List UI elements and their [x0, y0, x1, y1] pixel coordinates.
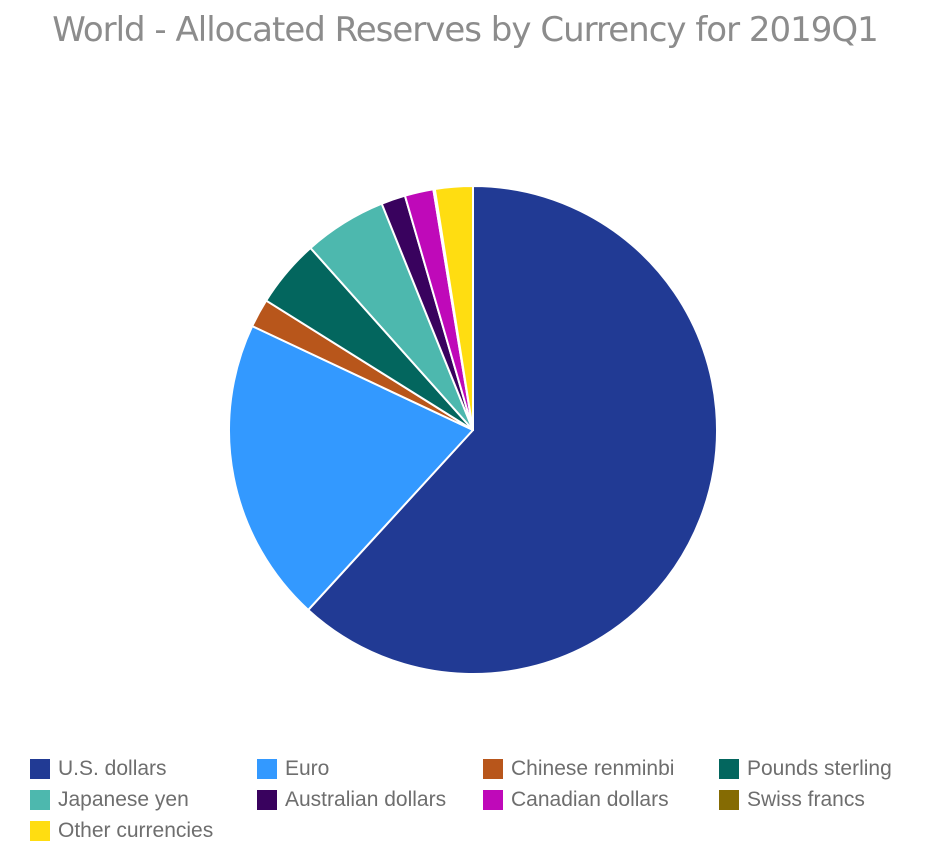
legend-label: Other currencies	[58, 819, 214, 842]
legend-label: Canadian dollars	[511, 788, 669, 811]
legend-item[interactable]: Other currencies	[30, 816, 213, 846]
legend-swatch	[719, 790, 739, 810]
legend-item[interactable]: Euro	[257, 754, 329, 784]
legend-item[interactable]: U.S. dollars	[30, 754, 167, 784]
legend-swatch	[30, 821, 50, 841]
legend-item[interactable]: Swiss francs	[719, 785, 865, 815]
pie-chart	[228, 185, 718, 675]
chart-title: World - Allocated Reserves by Currency f…	[52, 10, 879, 50]
legend-label: Pounds sterling	[747, 757, 892, 780]
legend-item[interactable]: Pounds sterling	[719, 754, 892, 784]
legend-swatch	[719, 759, 739, 779]
legend-item[interactable]: Australian dollars	[257, 785, 446, 815]
legend-label: Australian dollars	[285, 788, 447, 811]
legend-swatch	[483, 759, 503, 779]
legend-item[interactable]: Japanese yen	[30, 785, 189, 815]
pie-slice-other-currencies	[433, 185, 474, 431]
legend-label: Japanese yen	[58, 788, 189, 811]
legend-label: Swiss francs	[747, 788, 865, 811]
legend-item[interactable]: Chinese renminbi	[483, 754, 674, 784]
legend-item[interactable]: Canadian dollars	[483, 785, 669, 815]
legend-label: U.S. dollars	[58, 757, 167, 780]
pie-slice-euro	[228, 325, 474, 611]
legend-label: Euro	[285, 757, 330, 780]
legend-swatch	[30, 759, 50, 779]
legend-swatch	[483, 790, 503, 810]
legend-label: Chinese renminbi	[511, 757, 675, 780]
legend-swatch	[30, 790, 50, 810]
legend-swatch	[257, 790, 277, 810]
legend-swatch	[257, 759, 277, 779]
pie-slice-u-s-dollars	[307, 185, 718, 675]
